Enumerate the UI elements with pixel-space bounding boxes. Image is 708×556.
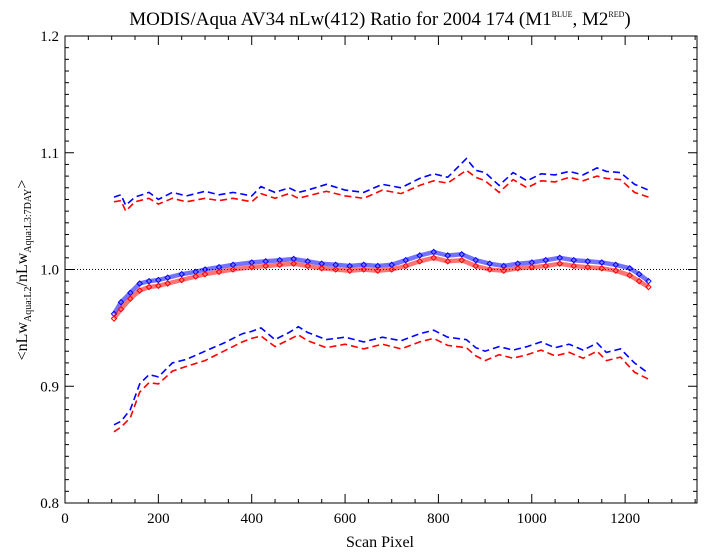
series-point [514, 265, 522, 272]
series-point [635, 270, 643, 278]
series-point [626, 265, 634, 272]
chart-title-main: MODIS/Aqua AV34 nLw(412) Ratio for 2004 … [129, 9, 551, 30]
x-tick-label: 400 [240, 511, 263, 527]
y-axis-label: <nLwAqua:L2/nLwAqua:L3:7DAY> [14, 180, 34, 361]
x-tick-label: 600 [334, 511, 357, 527]
y-tick-label: 0.8 [40, 496, 59, 512]
series-point [201, 270, 209, 278]
series-line [113, 157, 649, 207]
series-point [444, 258, 452, 265]
series-line [113, 169, 649, 213]
series-point [542, 262, 550, 270]
series-point [645, 283, 652, 291]
series-point [626, 272, 634, 279]
y-axis-label-part1: <nLw [14, 322, 31, 361]
series-point [612, 267, 620, 274]
series-point [110, 315, 118, 322]
series-point [598, 265, 606, 272]
series-point [229, 266, 237, 273]
series-point [430, 254, 438, 262]
y-axis-label-part3: > [14, 180, 31, 189]
series-point [192, 273, 200, 280]
x-axis-label: Scan Pixel [346, 534, 415, 551]
x-tick-label: 1000 [517, 511, 547, 527]
plot-area: 0 200 400 600 800 1000 1200 0.8 0.9 1.0 1.1 1.2 [40, 29, 698, 527]
series-point [388, 266, 396, 273]
chart-title-sup-red: RED [608, 10, 624, 19]
series-line [113, 333, 649, 433]
chart-title-sup-blue: BLUE [552, 10, 573, 19]
series-point [127, 295, 134, 302]
y-tick-label: 1.2 [40, 29, 59, 45]
chart-title-end: ) [624, 9, 630, 30]
series-point [458, 256, 466, 264]
x-tick-label: 1200 [610, 511, 640, 527]
series-point [402, 262, 410, 270]
series-point [318, 265, 326, 272]
x-tick-label: 200 [147, 511, 170, 527]
series-line [112, 249, 650, 316]
series-point [248, 263, 256, 271]
y-tick-label: 1.0 [40, 263, 59, 279]
series-point [136, 280, 143, 287]
series-point [215, 268, 223, 276]
series-point [304, 262, 312, 270]
series-point [145, 283, 153, 291]
chart-title-mid: , M2 [573, 9, 609, 30]
series-point [276, 261, 284, 269]
series-point [570, 262, 578, 270]
series-point [374, 267, 382, 274]
series-point [155, 282, 162, 290]
series-point [117, 305, 125, 313]
series-point [416, 258, 424, 265]
series-point [556, 260, 564, 267]
y-axis-label-part2: /nLw [14, 252, 31, 286]
y-tick-label: 1.1 [40, 146, 59, 162]
series-point [528, 263, 536, 271]
series-point [360, 266, 368, 273]
series-point [136, 287, 143, 294]
series-point [635, 277, 643, 285]
series-point [178, 276, 185, 284]
y-axis-label-sub1: Aqua:L2 [23, 286, 34, 322]
series-line [113, 325, 649, 426]
x-tick-label: 0 [61, 511, 69, 527]
chart-title: MODIS/Aqua AV34 nLw(412) Ratio for 2004 … [129, 9, 631, 30]
series-point [290, 260, 298, 267]
x-tick-label: 800 [427, 511, 450, 527]
series-point [500, 267, 508, 274]
series-point [164, 280, 171, 287]
series-point [332, 266, 340, 273]
series-point [472, 262, 480, 270]
series-point [584, 263, 592, 271]
series-point [346, 267, 354, 274]
series-point [262, 262, 270, 270]
series-point [117, 298, 125, 306]
series-point [486, 266, 494, 273]
y-tick-label: 0.9 [40, 379, 59, 395]
y-axis-label-sub2: Aqua:L3:7DAY [23, 189, 34, 253]
